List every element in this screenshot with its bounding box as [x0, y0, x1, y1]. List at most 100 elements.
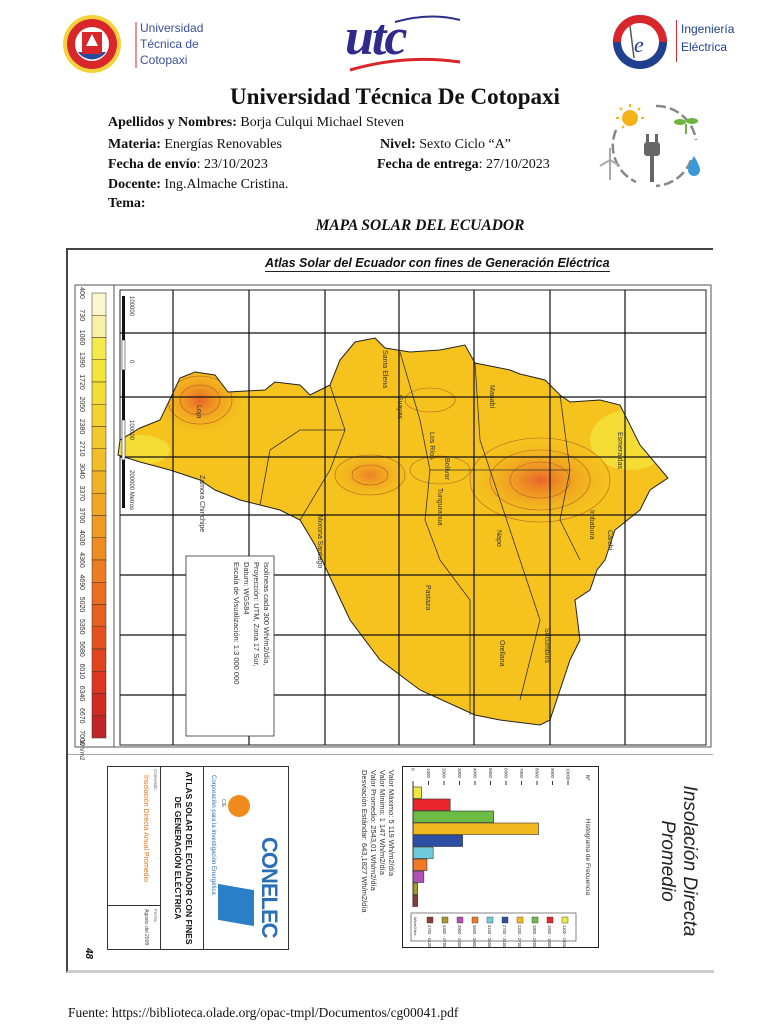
- names-field: Apellidos y Nombres: Borja Culqui Michae…: [108, 115, 404, 131]
- map-title: Atlas Solar del Ecuador con fines de Gen…: [265, 256, 610, 272]
- histogram-tick-label: 6000: [504, 768, 509, 779]
- solar-atlas-map-frame: Atlas Solar del Ecuador con fines de Gen…: [66, 248, 713, 755]
- province-label: Guayas: [396, 395, 403, 420]
- subject-label: Materia:: [108, 137, 161, 152]
- info-box: [185, 555, 275, 737]
- histogram-tick-label: 3000: [457, 768, 462, 779]
- org-name: Corporación para la Investigación Energé…: [210, 775, 216, 895]
- histogram-tick-label: 7000: [519, 768, 524, 779]
- histogram-bar: [412, 822, 539, 835]
- legend-swatch: [456, 916, 464, 924]
- color-scale-legend: 400 730 1060 1390 1720 2050 2380 2710 3040 3370 37…: [78, 287, 107, 760]
- scale-tick-label: 3700: [78, 508, 85, 524]
- histogram-bar: [412, 882, 418, 895]
- scale-bar: [121, 296, 126, 508]
- scalebar-label: 100000: [128, 420, 134, 441]
- histogram-tick-label: 2000: [442, 768, 447, 779]
- scale-color-bin: [91, 315, 107, 338]
- date-cell: Fecha: Agosto del 2008: [141, 907, 160, 949]
- legend-bin-label: 1100 - 1500: [562, 925, 567, 947]
- province-label: Manabí: [488, 385, 495, 408]
- scale-tick-label: 1720: [78, 374, 85, 390]
- source-footer: Fuente: https://biblioteca.olade.org/opa…: [68, 1005, 459, 1020]
- subject-value: Energías Renovables: [160, 137, 282, 152]
- renewable-cycle-icon: [599, 104, 700, 188]
- province-label: Esmeraldas: [616, 432, 623, 469]
- histogram-bar: [412, 834, 463, 847]
- due-date-field: Fecha de entrega: 27/10/2023: [377, 157, 550, 173]
- histogram-tick-label: 0: [411, 768, 416, 771]
- map-lower-panel: Insolación Directa Promedio Histograma d…: [66, 752, 714, 973]
- scalebar-label: 100000: [128, 296, 134, 317]
- names-value: Borja Culqui Michael Steven: [236, 115, 405, 130]
- ie-logo-line: Ingeniería: [681, 22, 735, 36]
- content-cell: Contenido: Insolación Directa Anual Prom…: [108, 767, 160, 906]
- histogram-tick-label: 4000: [473, 768, 478, 779]
- histogram-bar: [412, 870, 425, 883]
- legend-bin-label: 4300 - 4700: [442, 925, 447, 947]
- names-label: Apellidos y Nombres:: [108, 115, 237, 130]
- atlas-title-line: ATLAS SOLAR DEL ECUADOR CON FINES: [184, 771, 194, 945]
- scale-color-bin: [91, 626, 107, 650]
- histogram-bar: [412, 846, 434, 859]
- teacher-value: Ing.Almache Cristina.: [160, 177, 289, 192]
- legend-unit: Wh/m2/día: [413, 917, 417, 936]
- histogram-tick-label: 5000: [488, 768, 493, 779]
- legend-swatch: [531, 916, 539, 924]
- province-label: Orellana: [498, 640, 505, 667]
- scale-tick-label: 4690: [78, 574, 85, 590]
- date-label: Fecha:: [153, 909, 158, 923]
- stat-max: Valor Máximo: 5 119 Wh/m2/día: [387, 770, 396, 877]
- scale-color-bin: [91, 604, 107, 627]
- histogram-bar: [412, 858, 428, 871]
- content-label: Contenido:: [153, 769, 158, 791]
- scale-tick-label: 1390: [78, 352, 85, 368]
- scale-color-bin: [91, 470, 107, 494]
- legend-bin-label: 3600 - 3900: [472, 925, 477, 947]
- info-box-line: Proyección: UTM, Zona 17 Sur,: [252, 562, 261, 667]
- scale-tick-label: 4030: [78, 530, 85, 546]
- statistics: Valor Máximo: 5 119 Wh/m2/día Valor Míni…: [360, 770, 396, 913]
- wind-turbine-icon: [599, 148, 621, 180]
- conelec-wave-icon: [218, 883, 254, 927]
- scale-tick-label: 3370: [78, 485, 85, 501]
- plug-icon: [644, 134, 660, 182]
- atlas-title-line: DE GENERACIÓN ELÉCTRICA: [173, 796, 183, 920]
- cie-logo-icon: [228, 795, 250, 817]
- province-label: Tungurahua: [436, 488, 443, 526]
- ie-logo: e Ingeniería Eléctrica: [612, 14, 762, 74]
- grid-border: [119, 289, 707, 746]
- scale-tick-label: 6340: [78, 686, 85, 702]
- province-borders: [259, 351, 581, 715]
- province-label: Zamora Chinchipe: [198, 475, 205, 532]
- scale-color-bin: [91, 337, 107, 360]
- scale-tick-label: 5020: [78, 597, 85, 613]
- scale-tick-label: 2380: [78, 419, 85, 435]
- page-number: 48: [83, 948, 94, 960]
- ie-logo-line: Eléctrica: [681, 40, 728, 54]
- province-label: Santa Elena: [381, 350, 388, 388]
- legend-swatch: [486, 916, 494, 924]
- legend-swatch: [501, 916, 509, 924]
- level-label: Nivel:: [380, 137, 416, 152]
- legend-bin-label: 3900 - 4300: [457, 925, 462, 947]
- utc-swoosh-icon: [349, 15, 461, 72]
- info-box-line: Isolíneas cada 300 Wh/m2/día,: [262, 562, 271, 665]
- histogram-tick-label: 1000: [426, 768, 431, 779]
- utc-logo-line: Técnica de: [140, 37, 199, 51]
- panel-title: Insolación Directa Promedio: [656, 752, 700, 970]
- legend-swatch: [471, 916, 479, 924]
- province-label: Bolívar: [443, 458, 450, 480]
- scale-color-bin: [91, 292, 107, 316]
- conelec-logo: CONELEC: [257, 837, 282, 938]
- topic-field: Tema:: [108, 196, 146, 212]
- topic-label: Tema:: [108, 196, 146, 211]
- legend-bin-label: 2700 - 3100: [502, 925, 507, 947]
- scalebar-label: 200000 Metros: [128, 470, 134, 510]
- histogram-title: Histograma de Frecuencia: [584, 819, 591, 896]
- frequency-histogram: Histograma de Frecuencia N° 1100 - 1500 150…: [402, 766, 599, 948]
- scale-color-bin: [91, 582, 107, 605]
- scale-tick-label: 730: [78, 309, 85, 321]
- legend-bin-label: 2200 - 2700: [517, 925, 522, 947]
- map-heading: MAPA SOLAR DEL ECUADOR: [315, 217, 525, 234]
